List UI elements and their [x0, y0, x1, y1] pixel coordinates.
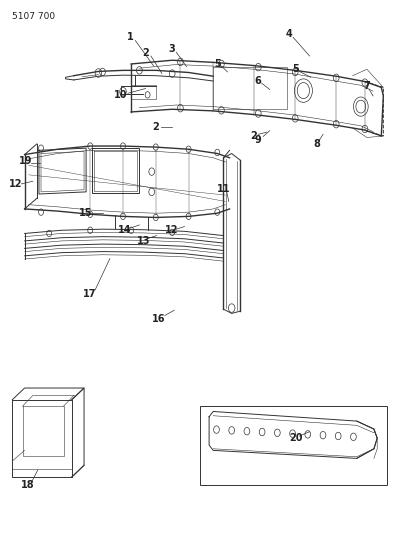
- Text: 20: 20: [289, 433, 302, 443]
- Text: 5107 700: 5107 700: [12, 12, 55, 21]
- Text: 16: 16: [152, 314, 165, 324]
- Text: 14: 14: [118, 225, 131, 235]
- Text: 15: 15: [79, 208, 92, 218]
- Text: 11: 11: [216, 184, 229, 194]
- Text: 5: 5: [213, 59, 220, 69]
- Text: 8: 8: [312, 139, 319, 149]
- Text: 17: 17: [83, 289, 96, 299]
- Text: 4: 4: [285, 29, 292, 39]
- Text: 12: 12: [164, 225, 178, 235]
- Text: 13: 13: [137, 236, 150, 246]
- Text: 2: 2: [249, 131, 256, 141]
- Text: 6: 6: [254, 76, 260, 86]
- Text: 10: 10: [114, 90, 127, 100]
- Text: 7: 7: [363, 82, 369, 91]
- Text: 9: 9: [254, 135, 261, 144]
- Text: 5: 5: [291, 64, 298, 74]
- Text: 1: 1: [127, 33, 133, 42]
- Text: 2: 2: [142, 49, 148, 58]
- Text: 12: 12: [9, 179, 22, 189]
- Text: 3: 3: [169, 44, 175, 54]
- Text: 2: 2: [152, 122, 159, 132]
- Text: 19: 19: [19, 156, 32, 166]
- Text: 18: 18: [21, 480, 35, 490]
- Bar: [200, 406, 386, 485]
